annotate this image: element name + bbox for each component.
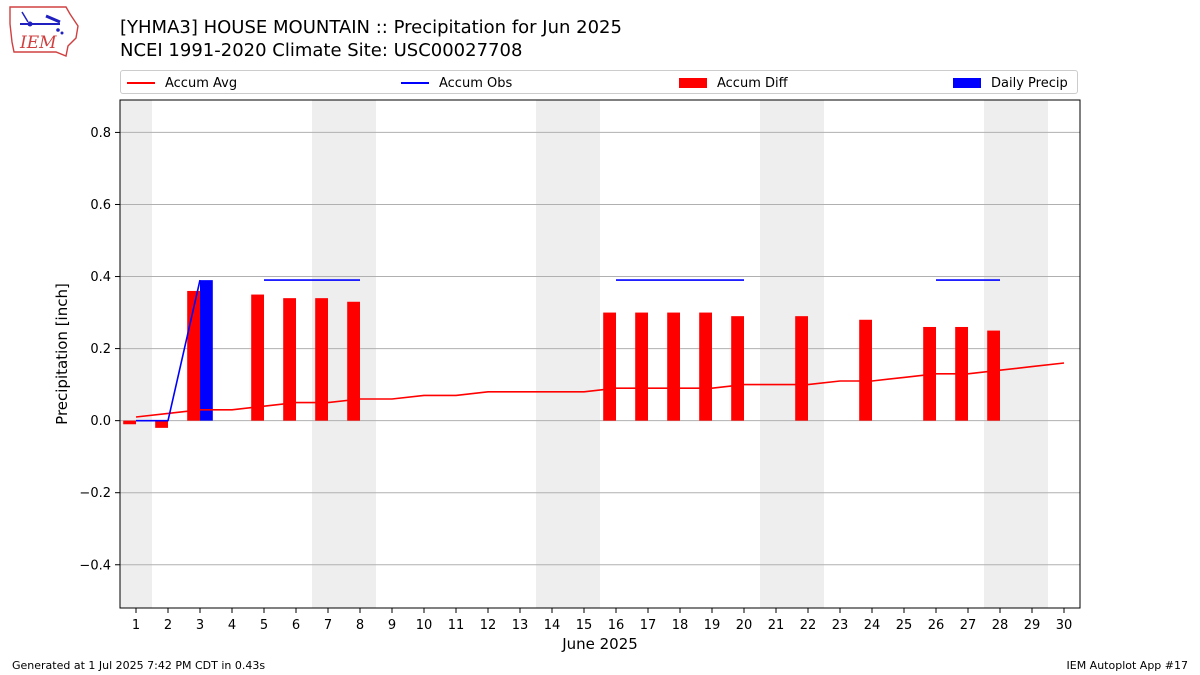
x-tick-label: 26 [928,618,945,633]
accum-diff-bar-28 [987,330,1000,421]
accum-diff-bar-5 [251,294,264,421]
x-tick-label: 1 [132,618,140,633]
legend-swatch-accum-obs [401,82,429,84]
x-tick-label: 12 [480,618,497,633]
x-tick-label: 25 [896,618,913,633]
x-tick-label: 5 [260,618,268,633]
accum-obs-line-segment-0 [136,279,201,422]
x-tick-label: 9 [388,618,396,633]
accum-diff-bar-2 [155,420,168,428]
accum-diff-bar-1 [123,420,136,425]
y-tick-label: −0.4 [79,558,111,573]
x-axis-label: June 2025 [561,635,638,653]
accum-diff-bar-22 [795,316,808,421]
accum-diff-bar-8 [347,301,360,421]
x-tick-label: 6 [292,618,300,633]
x-tick-label: 10 [416,618,433,633]
chart-legend: Accum Avg Accum Obs Accum Diff Daily Pre… [120,70,1078,94]
accum-diff-bar-20 [731,316,744,421]
x-tick-label: 8 [356,618,364,633]
y-tick-label: −0.2 [79,486,111,501]
x-tick-label: 29 [1024,618,1041,633]
series-lines [135,279,1065,422]
y-tick-label: 0.6 [90,198,111,213]
x-tick-label: 24 [864,618,881,633]
legend-label-accum-diff: Accum Diff [717,75,788,91]
logo-text: IEM [19,33,57,53]
grid-lines [120,131,1080,566]
accum-diff-bar-16 [603,312,616,421]
footer-generated: Generated at 1 Jul 2025 7:42 PM CDT in 0… [12,659,266,672]
y-tick-label: 0.0 [90,414,111,429]
plot-frame [119,99,1081,609]
accum-diff-bar-18 [667,312,680,421]
x-tick-label: 15 [576,618,593,633]
accum-diff-bar-24 [859,319,872,421]
chart-subtitle: NCEI 1991-2020 Climate Site: USC00027708 [120,40,523,61]
weekend-shade-2 [536,100,600,608]
iem-iowa-logo-icon [9,6,79,57]
x-tick-label: 20 [736,618,753,633]
x-tick-label: 4 [228,618,236,633]
x-tick-label: 7 [324,618,332,633]
x-tick-label: 21 [768,618,785,633]
legend-swatch-accum-diff [679,78,707,88]
daily-precip-bar-3 [200,280,213,421]
x-tick-label: 30 [1056,618,1073,633]
legend-item-accum-avg: Accum Avg [127,74,237,92]
y-tick-label: 0.8 [90,126,111,141]
legend-item-accum-obs: Accum Obs [401,74,512,92]
y-tick-label: 0.4 [90,270,111,285]
iem-logo: IEM [9,6,79,57]
legend-label-accum-obs: Accum Obs [439,75,513,91]
weekend-shading [120,100,1048,608]
legend-label-daily-precip: Daily Precip [991,75,1068,91]
x-tick-label: 2 [164,618,172,633]
x-tick-label: 27 [960,618,977,633]
y-tick-label: 0.2 [90,342,111,357]
x-tick-label: 11 [448,618,465,633]
accum-diff-bar-17 [635,312,648,421]
x-tick-label: 14 [544,618,561,633]
x-tick-label: 23 [832,618,849,633]
weekend-shade-3 [760,100,824,608]
x-tick-label: 22 [800,618,817,633]
legend-item-daily-precip: Daily Precip [953,74,1068,92]
accum-avg-line [135,362,1065,418]
x-tick-label: 17 [640,618,657,633]
footer-app: IEM Autoplot App #17 [1066,659,1189,672]
y-axis-label: Precipitation [inch] [53,283,71,425]
accum-diff-bar-7 [315,298,328,421]
x-tick-label: 16 [608,618,625,633]
x-tick-label: 28 [992,618,1009,633]
x-tick-label: 18 [672,618,689,633]
legend-swatch-daily-precip [953,78,981,88]
weekend-shade-0 [120,100,152,608]
axes: −0.4−0.20.00.20.40.60.81 2 3 4 5 6 7 8 9 10 11 12 13… [79,126,1072,633]
legend-swatch-accum-avg [127,82,155,84]
legend-item-accum-diff: Accum Diff [679,74,788,92]
chart-title: [YHMA3] HOUSE MOUNTAIN :: Precipitation … [120,17,622,38]
x-tick-label: 3 [196,618,204,633]
legend-label-accum-avg: Accum Avg [165,75,238,91]
accum-diff-bar-19 [699,312,712,421]
accum-diff-bar-6 [283,298,296,421]
x-tick-label: 19 [704,618,721,633]
x-tick-label: 13 [512,618,529,633]
